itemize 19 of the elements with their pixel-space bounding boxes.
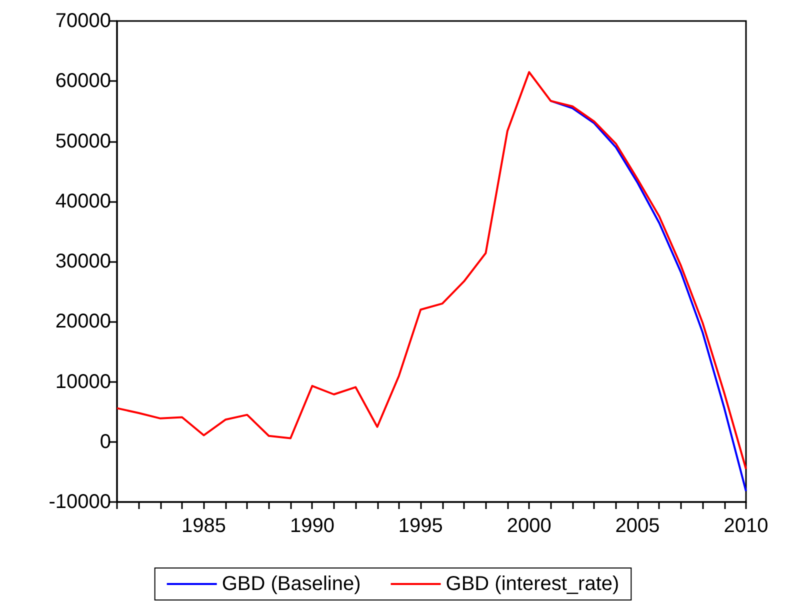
- legend-label: GBD (Baseline): [222, 573, 361, 595]
- y-tick-label: 50000: [55, 130, 111, 152]
- y-tick-label: 0: [100, 430, 111, 453]
- y-tick-label: 20000: [55, 310, 111, 333]
- y-tick-label: -10000: [48, 491, 111, 513]
- x-tick-label: 1985: [182, 515, 226, 537]
- y-tick-label: 70000: [55, 10, 111, 32]
- x-tick-label: 2005: [615, 515, 660, 537]
- y-tick-label: 40000: [55, 190, 111, 212]
- line-series: [550, 100, 747, 492]
- line-series: [116, 71, 747, 470]
- legend-label: GBD (interest_rate): [446, 573, 620, 595]
- x-tick-label: 1990: [290, 515, 334, 537]
- y-tick-label: 10000: [55, 370, 111, 393]
- x-tick-label: 2010: [724, 515, 768, 537]
- x-tick-label: 1995: [398, 515, 443, 537]
- x-tick-label: 2000: [506, 515, 552, 537]
- y-tick-label: 30000: [55, 250, 111, 272]
- y-tick-label: 60000: [55, 70, 111, 92]
